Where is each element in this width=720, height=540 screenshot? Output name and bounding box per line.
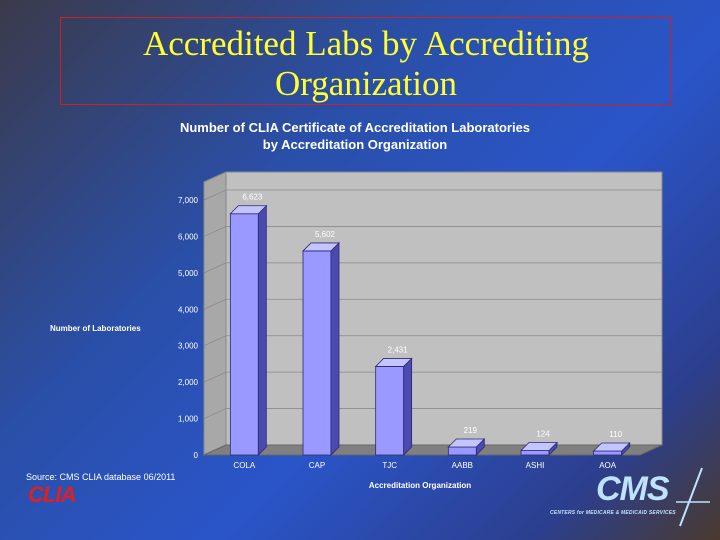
data-label: 219 [464, 426, 478, 435]
slide-title: Accredited Labs by Accrediting Organizat… [60, 17, 672, 105]
gridline [203, 189, 662, 201]
gridline [203, 371, 662, 383]
gridline [203, 335, 662, 347]
slide-title-line2: Organization [274, 64, 458, 103]
gridline [203, 408, 662, 419]
gridline [203, 298, 662, 310]
chart-title-line2: by Accreditation Organization [262, 137, 448, 152]
cms-logo-tagline: CENTERS for MEDICARE & MEDICAID SERVICES [550, 510, 676, 516]
gridline [203, 262, 662, 274]
bar [375, 366, 405, 456]
x-tick-label: AOA [599, 461, 617, 470]
data-label: 6,623 [242, 193, 263, 202]
y-tick-label: 2,000 [178, 378, 199, 387]
plot-area [203, 171, 663, 456]
cms-logo-mark [676, 467, 710, 527]
bar-side [403, 357, 413, 456]
y-tick-label: 6,000 [178, 232, 199, 241]
data-label: 124 [536, 429, 550, 438]
y-tick-label: 5,000 [178, 269, 199, 278]
x-tick-label: CAP [309, 461, 325, 470]
y-tick-label: 0 [194, 451, 199, 460]
bar-side [257, 204, 267, 456]
chart-title-line1: Number of CLIA Certificate of Accreditat… [179, 120, 531, 135]
x-tick-label: TJC [382, 461, 397, 470]
bar-top [520, 442, 558, 451]
chart-title: Number of CLIA Certificate of Accreditat… [130, 119, 580, 153]
data-label: 110 [609, 430, 622, 439]
plot-side-wall [203, 171, 227, 456]
bar [593, 450, 623, 456]
y-axis-label: Number of Laboratories [50, 324, 141, 333]
bar [229, 213, 259, 456]
bar-top [374, 358, 413, 367]
bar [520, 450, 550, 456]
bar [302, 250, 332, 456]
y-tick-label: 4,000 [178, 305, 199, 314]
bar-top [592, 442, 631, 452]
bar-top [302, 242, 340, 252]
source-note: Source: CMS CLIA database 06/2011 [26, 472, 176, 482]
y-tick-label: 3,000 [178, 342, 199, 351]
bar-top [447, 438, 486, 448]
clia-logo: CLIA [28, 482, 76, 507]
data-label: 2,431 [388, 345, 409, 354]
y-tick-label: 7,000 [178, 196, 199, 205]
x-tick-label: ASHI [526, 461, 545, 470]
data-label: 5,602 [315, 230, 336, 239]
bar-top [229, 205, 268, 215]
gridline [203, 226, 662, 237]
x-tick-label: AABB [452, 461, 473, 470]
x-axis-label: Accreditation Organization [368, 481, 472, 490]
cms-logo: CMS [596, 470, 670, 508]
bar-side [330, 241, 340, 456]
slide-title-line1: Accredited Labs by Accrediting [142, 24, 590, 63]
y-tick-label: 1,000 [178, 415, 199, 424]
x-tick-label: COLA [233, 461, 255, 470]
bar [447, 446, 477, 456]
